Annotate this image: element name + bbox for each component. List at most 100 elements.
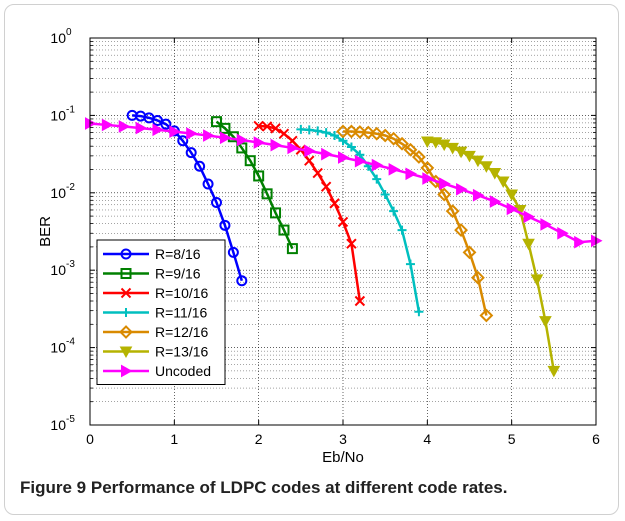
data-point <box>186 127 198 140</box>
x-tick-label: 0 <box>86 431 94 447</box>
x-tick-label: 6 <box>592 431 600 447</box>
data-point <box>371 158 384 172</box>
y-tick-label-base: 10 <box>50 107 66 123</box>
data-point <box>522 238 535 251</box>
legend-label: Uncoded <box>155 363 211 379</box>
series-Uncoded <box>85 117 603 249</box>
y-tick-label-exponent: -1 <box>66 104 75 115</box>
data-point <box>372 174 382 184</box>
data-point <box>287 141 299 155</box>
legend-entry: Uncoded <box>103 363 211 379</box>
data-point <box>346 238 357 249</box>
data-point <box>530 274 544 286</box>
data-point <box>361 125 376 140</box>
data-point <box>118 120 131 133</box>
data-point <box>471 155 485 168</box>
y-tick-label: 10 -2 <box>50 182 75 201</box>
data-point <box>420 136 434 149</box>
data-point <box>506 202 519 216</box>
y-tick-label: 10 -3 <box>50 259 75 278</box>
y-tick-label-exponent: -2 <box>66 182 75 193</box>
figure-caption-text: Performance of LDPC codes at different c… <box>90 478 508 497</box>
y-tick-label-base: 10 <box>50 185 66 201</box>
ber-chart: 0 1 2 3 4 5 6 10 0 10 -1 10 -2 10 -3 10 -4 10 -5 R=8/16 R=9… <box>37 27 603 466</box>
legend-swatch-marker <box>121 308 131 317</box>
data-point <box>557 226 569 240</box>
data-point <box>496 176 510 189</box>
x-tick-label: 4 <box>423 431 431 447</box>
y-tick-label: 10 0 <box>50 27 72 46</box>
y-tick-label-base: 10 <box>50 340 66 356</box>
data-point <box>471 270 485 285</box>
data-point <box>227 246 239 258</box>
legend-entry: R=10/16 <box>103 285 209 301</box>
legend: R=8/16 R=9/16 R=10/16 R=11/16 R=12/16 R=13/16… <box>96 239 226 385</box>
data-point <box>270 207 282 219</box>
data-point <box>454 223 468 237</box>
data-point <box>446 142 459 155</box>
data-point <box>219 122 231 134</box>
data-point <box>244 155 256 167</box>
data-point <box>454 146 468 159</box>
series-R=8/16 <box>126 109 248 287</box>
data-point <box>405 167 418 181</box>
legend-swatch-marker <box>121 364 133 378</box>
data-point <box>321 147 333 161</box>
data-point <box>194 160 206 172</box>
x-tick-label: 5 <box>508 431 516 447</box>
series-R=13/16 <box>420 136 561 378</box>
data-point <box>420 160 435 175</box>
data-point <box>312 167 323 179</box>
y-tick-label-base: 10 <box>50 30 66 46</box>
data-point <box>378 128 393 143</box>
data-point <box>253 136 266 149</box>
legend-swatch-marker <box>120 287 132 299</box>
data-point <box>304 155 315 166</box>
data-point <box>278 224 290 236</box>
y-axis-label: BER <box>37 216 54 247</box>
figure-caption: Figure 9 Performance of LDPC codes at di… <box>20 478 610 498</box>
data-point <box>414 307 424 317</box>
data-point <box>405 259 415 269</box>
data-point <box>523 210 536 224</box>
data-point <box>479 308 494 323</box>
data-point <box>437 139 451 152</box>
legend-label: R=12/16 <box>155 324 209 340</box>
data-point <box>338 151 350 164</box>
data-point <box>456 182 468 196</box>
legend-entry: R=11/16 <box>103 305 207 321</box>
legend-label: R=11/16 <box>155 305 207 321</box>
data-point <box>480 161 493 173</box>
data-point <box>346 142 356 152</box>
legend-entry: R=8/16 <box>103 246 201 262</box>
data-point <box>462 245 477 260</box>
data-point <box>169 125 181 138</box>
series-R=9/16 <box>211 116 298 255</box>
y-tick-label-base: 10 <box>50 262 66 278</box>
data-point <box>330 130 340 140</box>
data-point <box>389 206 399 216</box>
data-point <box>397 225 407 235</box>
data-point <box>253 120 264 132</box>
x-tick-label: 3 <box>339 431 347 447</box>
legend-label: R=13/16 <box>155 344 209 360</box>
data-point <box>101 118 114 132</box>
data-point <box>270 138 283 152</box>
legend-swatch-marker <box>120 268 132 279</box>
data-point <box>505 189 519 202</box>
series-R=11/16 <box>296 124 424 317</box>
data-point <box>219 131 232 145</box>
data-point <box>422 172 434 185</box>
data-point <box>211 116 222 128</box>
data-point <box>445 204 460 219</box>
data-point <box>304 144 316 158</box>
data-point <box>354 154 367 168</box>
y-tick-label: 10 -1 <box>50 104 75 123</box>
data-point <box>354 295 366 307</box>
data-point <box>286 243 298 255</box>
y-tick-label-exponent: -3 <box>66 259 75 270</box>
data-point <box>236 133 249 147</box>
data-point <box>411 150 426 164</box>
data-point <box>488 168 502 180</box>
data-point <box>439 177 451 191</box>
